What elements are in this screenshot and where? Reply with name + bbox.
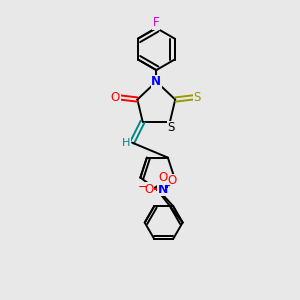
Text: N: N bbox=[158, 183, 168, 196]
Text: S: S bbox=[167, 122, 175, 134]
Text: O: O bbox=[144, 183, 154, 196]
Text: S: S bbox=[194, 91, 201, 104]
Text: O: O bbox=[111, 91, 120, 104]
Text: +: + bbox=[163, 181, 170, 190]
Text: N: N bbox=[151, 75, 161, 88]
Text: −: − bbox=[137, 181, 148, 194]
Text: O: O bbox=[168, 174, 177, 187]
Text: H: H bbox=[122, 138, 130, 148]
Text: O: O bbox=[158, 171, 167, 184]
Text: F: F bbox=[153, 16, 160, 29]
